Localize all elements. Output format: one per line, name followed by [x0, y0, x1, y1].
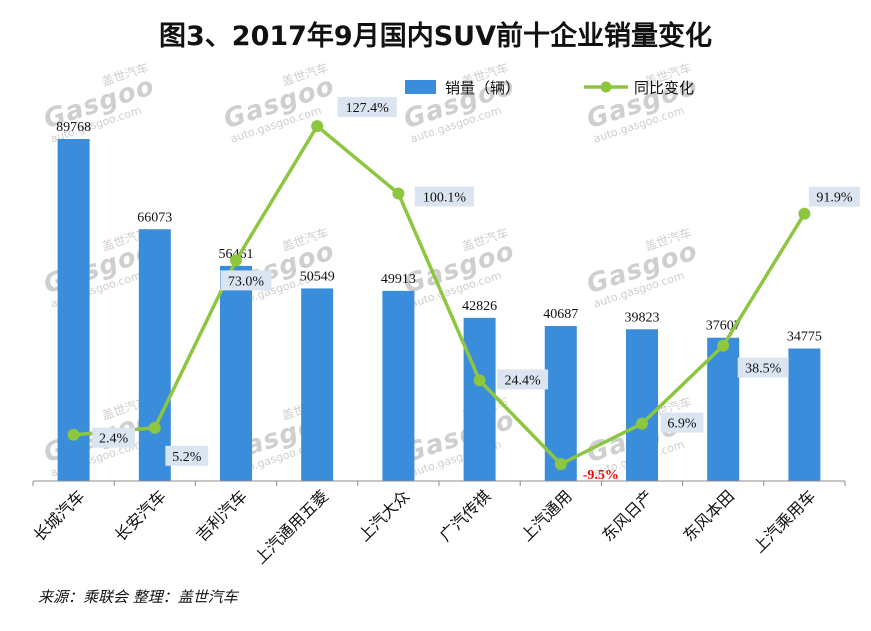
- yoy-value-label: 24.4%: [505, 373, 542, 388]
- category-label: 广汽传祺: [436, 486, 495, 545]
- yoy-label-box: [337, 97, 397, 118]
- yoy-point: [473, 374, 486, 387]
- category-label: 吉利汽车: [192, 486, 251, 545]
- yoy-value-label: 2.4%: [99, 432, 129, 447]
- category-label: 上汽大众: [355, 486, 414, 545]
- yoy-label-box: [737, 357, 789, 378]
- yoy-label-box: [808, 186, 860, 207]
- bar-5: [463, 317, 496, 481]
- bar-value-label: 89768: [56, 120, 91, 135]
- bar-value-label: 39823: [625, 310, 660, 325]
- legend-line-marker: [600, 81, 612, 93]
- legend-bar-label: 销量（辆）: [445, 79, 520, 97]
- bar-7: [626, 329, 658, 481]
- yoy-value-label: 73.0%: [228, 274, 265, 289]
- yoy-value-label: 38.5%: [745, 362, 782, 377]
- bar-value-label: 49913: [381, 272, 416, 287]
- bar-9: [788, 348, 821, 481]
- category-label: 上汽通用: [517, 486, 576, 545]
- legend-bar-swatch: [405, 80, 436, 94]
- bar-value-label: 66073: [137, 210, 172, 225]
- yoy-point: [230, 254, 242, 267]
- yoy-point: [554, 458, 567, 471]
- yoy-point: [148, 421, 161, 434]
- category-label: 上汽通用五菱: [251, 486, 332, 567]
- yoy-value-label: 91.9%: [816, 191, 853, 206]
- category-label: 东风日产: [598, 486, 657, 545]
- category-label: 长安汽车: [111, 486, 170, 545]
- yoy-label-box: [497, 369, 549, 390]
- yoy-value-label: 6.9%: [667, 417, 697, 432]
- yoy-label-box: [92, 427, 135, 448]
- yoy-label-box: [414, 186, 474, 207]
- chart-title: 图3、2017年9月国内SUV前十企业销量变化: [159, 21, 712, 52]
- bar-value-label: 34775: [787, 330, 822, 345]
- yoy-point: [392, 187, 405, 200]
- bar-value-label: 56461: [219, 247, 254, 262]
- yoy-point: [717, 339, 730, 352]
- bar-value-label: 40687: [543, 307, 578, 322]
- bar-2: [220, 265, 252, 481]
- yoy-point: [636, 417, 648, 430]
- bar-4: [382, 290, 415, 481]
- bar-3: [301, 288, 334, 481]
- legend-line-label: 同比变化: [634, 79, 694, 97]
- source-note: 来源：乘联会 整理：盖世汽车: [38, 588, 238, 606]
- yoy-label-box: [220, 270, 272, 291]
- category-label: 长城汽车: [30, 486, 89, 545]
- yoy-value-label: -9.5%: [583, 468, 619, 483]
- yoy-value-label: 100.1%: [423, 191, 467, 206]
- yoy-point: [798, 207, 811, 220]
- category-label: 上汽乘用车: [749, 486, 819, 556]
- bar-value-label: 42826: [462, 299, 497, 314]
- bar-8: [707, 337, 740, 481]
- yoy-point: [311, 120, 324, 133]
- yoy-value-label: 127.4%: [346, 101, 390, 116]
- bar-1: [138, 229, 171, 481]
- yoy-line: [73, 124, 806, 466]
- bar-value-label: 50549: [300, 269, 335, 284]
- yoy-point: [67, 428, 80, 441]
- category-label: 东风本田: [679, 486, 738, 545]
- bar-0: [57, 138, 90, 481]
- yoy-label-box: [660, 412, 704, 433]
- yoy-label-box: [165, 445, 209, 466]
- yoy-value-label: 5.2%: [172, 450, 202, 465]
